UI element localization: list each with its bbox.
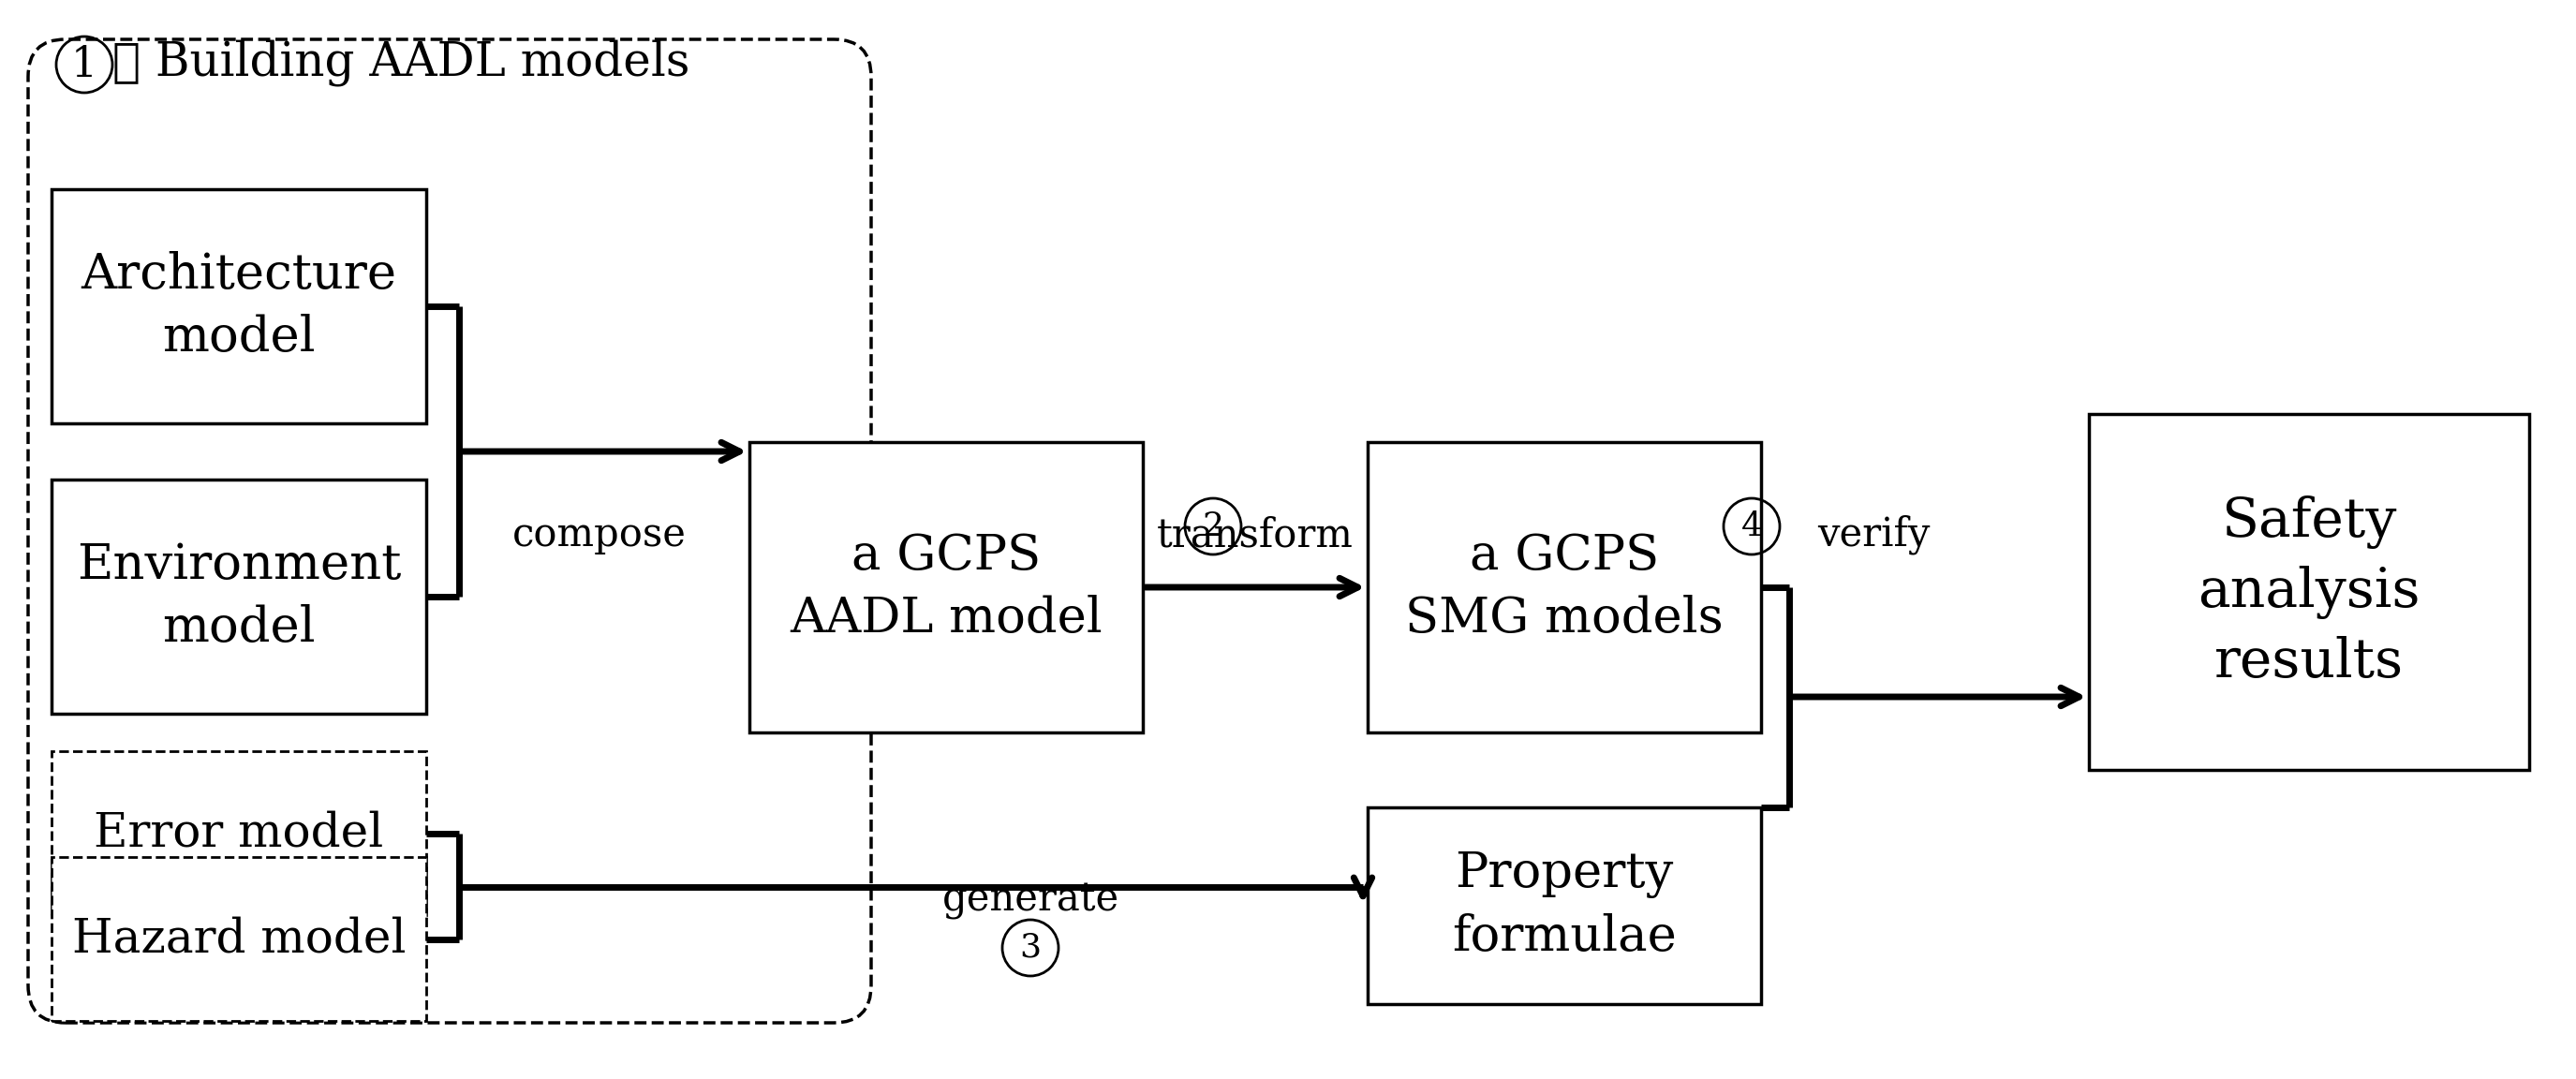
Text: Architecture
model: Architecture model xyxy=(80,251,397,361)
Bar xyxy=(750,442,1144,733)
Text: transform: transform xyxy=(1157,515,1352,555)
Text: Property
formulae: Property formulae xyxy=(1453,850,1677,961)
Text: Error model: Error model xyxy=(93,810,384,857)
Text: 1: 1 xyxy=(72,44,98,85)
Text: 4: 4 xyxy=(1741,510,1762,543)
Bar xyxy=(1368,442,1762,733)
Text: generate: generate xyxy=(943,880,1118,919)
Text: Hazard model: Hazard model xyxy=(72,916,407,962)
Bar xyxy=(52,751,425,915)
Text: 2: 2 xyxy=(1203,510,1224,543)
FancyBboxPatch shape xyxy=(28,39,871,1023)
Text: ① Building AADL models: ① Building AADL models xyxy=(113,39,690,86)
Text: compose: compose xyxy=(513,515,688,555)
Text: a GCPS
AADL model: a GCPS AADL model xyxy=(791,532,1103,642)
Text: 3: 3 xyxy=(1020,932,1041,964)
Bar xyxy=(52,479,425,713)
Bar xyxy=(2089,414,2530,770)
Text: Safety
analysis
results: Safety analysis results xyxy=(2197,496,2421,688)
Text: verify: verify xyxy=(1816,515,1929,555)
Bar xyxy=(52,189,425,423)
Text: a GCPS
SMG models: a GCPS SMG models xyxy=(1404,532,1723,642)
Bar xyxy=(1368,807,1762,1005)
Bar xyxy=(52,857,425,1021)
Text: Environment
model: Environment model xyxy=(77,542,402,652)
